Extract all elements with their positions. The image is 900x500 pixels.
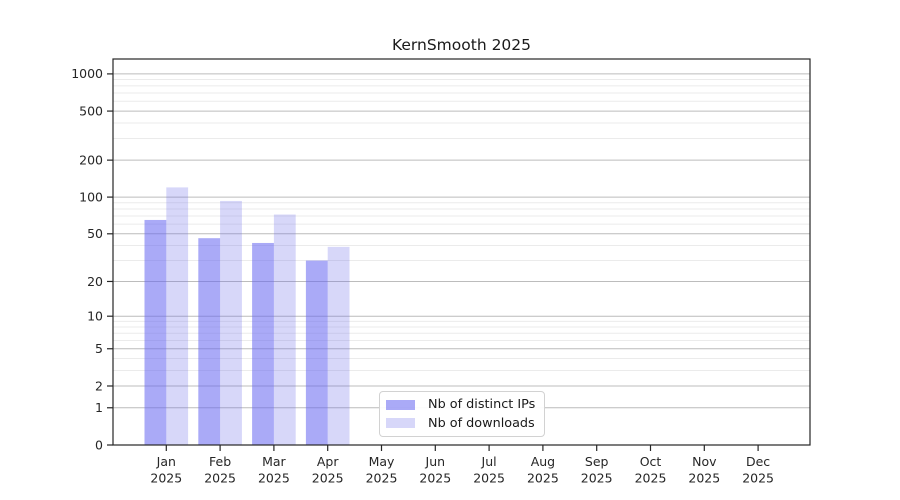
legend: Nb of distinct IPs Nb of downloads <box>379 391 545 437</box>
legend-label-distinct-ips: Nb of distinct IPs <box>428 397 536 413</box>
bar-downloads-mar <box>273 214 296 445</box>
bar-distinct-ips-apr <box>305 260 328 445</box>
y-tick-label: 50 <box>87 226 103 241</box>
x-tick-label-aug: Aug 2025 <box>527 454 559 486</box>
x-tick-label-mar: Mar 2025 <box>258 454 290 486</box>
legend-swatch-downloads <box>386 418 415 429</box>
bar-distinct-ips-jan <box>144 219 167 445</box>
x-tick-label-sep: Sep 2025 <box>581 454 613 486</box>
y-tick-label: 500 <box>79 103 103 118</box>
x-tick-label-feb: Feb 2025 <box>204 454 236 486</box>
x-tick-label-nov: Nov 2025 <box>688 454 720 486</box>
y-tick-label: 100 <box>79 189 103 204</box>
y-tick-label: 5 <box>95 341 103 356</box>
y-tick-label: 1 <box>95 400 103 415</box>
y-tick-label: 20 <box>87 274 103 289</box>
x-tick-label-jul: Jul 2025 <box>473 454 505 486</box>
bar-downloads-jan <box>166 187 189 445</box>
chart-title: KernSmooth 2025 <box>391 36 532 54</box>
x-tick-label-jun: Jun 2025 <box>419 454 451 486</box>
x-tick-label-jan: Jan 2025 <box>150 454 182 486</box>
bar-downloads-feb <box>220 200 242 445</box>
bar-distinct-ips-mar <box>252 242 274 445</box>
x-tick-label-apr: Apr 2025 <box>312 454 344 486</box>
x-tick-label-dec: Dec 2025 <box>742 454 774 486</box>
x-tick-label-oct: Oct 2025 <box>635 454 667 486</box>
x-tick-label-may: May 2025 <box>366 454 398 486</box>
y-tick-label: 200 <box>79 152 103 167</box>
y-tick-label: 0 <box>95 437 103 452</box>
bar-downloads-apr <box>327 246 350 445</box>
legend-item-downloads: Nb of downloads <box>386 416 538 431</box>
legend-item-distinct-ips: Nb of distinct IPs <box>386 397 538 412</box>
bar-distinct-ips-feb <box>198 238 221 445</box>
y-tick-label: 1000 <box>71 66 103 81</box>
y-tick-label: 10 <box>87 308 103 323</box>
legend-swatch-distinct-ips <box>386 399 415 410</box>
plot-border <box>112 58 811 446</box>
legend-label-downloads: Nb of downloads <box>428 415 535 431</box>
y-tick-label: 2 <box>95 378 103 393</box>
